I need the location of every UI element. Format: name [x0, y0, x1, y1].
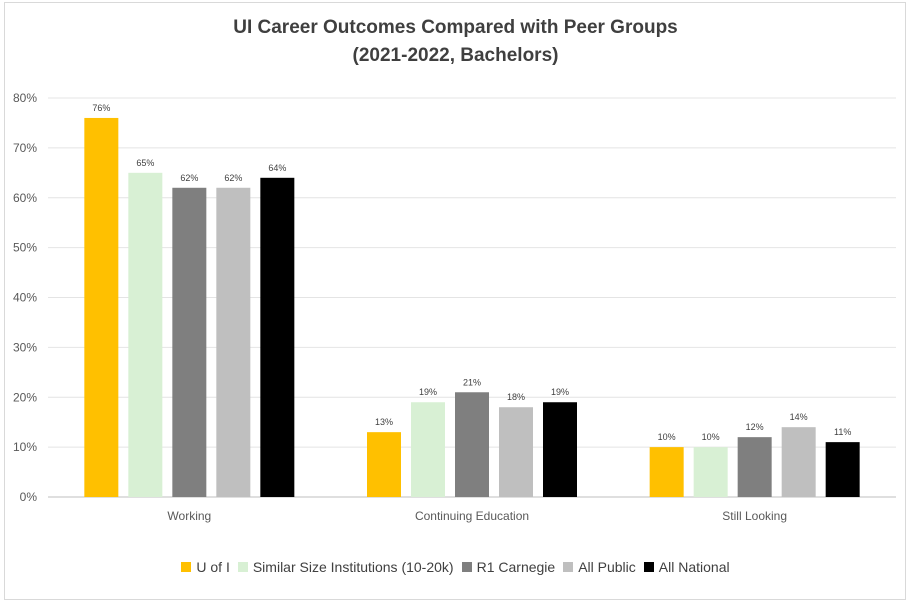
data-label: 18%	[507, 392, 525, 402]
y-tick-label: 10%	[13, 440, 37, 454]
legend-label: All National	[658, 559, 730, 575]
data-label: 12%	[746, 422, 764, 432]
data-label: 10%	[702, 432, 720, 442]
legend-item: Similar Size Institutions (10-20k)	[237, 559, 454, 575]
bar	[543, 402, 577, 497]
legend-swatch	[643, 562, 654, 572]
legend-item: All Public	[563, 559, 636, 575]
legend-swatch	[461, 562, 472, 572]
data-label: 62%	[180, 173, 198, 183]
legend-label: R1 Carnegie	[476, 559, 556, 575]
bar	[499, 407, 533, 497]
bar	[84, 117, 119, 497]
bar	[128, 172, 163, 497]
y-tick-label: 0%	[20, 490, 38, 504]
data-label: 14%	[790, 412, 808, 422]
bar	[411, 402, 445, 497]
bar	[216, 187, 251, 497]
y-tick-label: 40%	[13, 291, 37, 305]
chart-legend: U of I Similar Size Institutions (10-20k)…	[0, 559, 911, 575]
y-tick-label: 70%	[13, 141, 37, 155]
legend-swatch	[181, 562, 192, 572]
data-label: 21%	[463, 377, 481, 387]
data-label: 11%	[834, 427, 851, 437]
y-tick-label: 60%	[13, 191, 37, 205]
data-label: 13%	[375, 417, 393, 427]
legend-label: U of I	[196, 559, 230, 575]
y-tick-label: 20%	[13, 390, 37, 404]
bar	[737, 437, 772, 497]
bar	[455, 392, 489, 497]
bar	[260, 177, 295, 498]
chart-subtitle: (2021-2022, Bachelors)	[352, 45, 559, 66]
legend-label: Similar Size Institutions (10-20k)	[252, 559, 454, 575]
data-label: 10%	[658, 432, 676, 442]
y-tick-label: 80%	[13, 91, 37, 105]
data-label: 65%	[136, 158, 154, 168]
bar	[781, 427, 816, 497]
y-tick-label: 50%	[13, 241, 37, 255]
data-label: 19%	[419, 387, 437, 397]
data-label: 76%	[92, 103, 110, 113]
data-label: 19%	[551, 387, 569, 397]
legend-swatch	[237, 562, 248, 572]
bar	[825, 442, 860, 497]
data-label: 64%	[268, 163, 286, 173]
legend-label: All Public	[578, 559, 636, 575]
x-tick-label: Still Looking	[722, 509, 787, 523]
legend-item: R1 Carnegie	[461, 559, 556, 575]
x-tick-label: Working	[167, 509, 211, 523]
data-label: 62%	[224, 173, 242, 183]
chart-title: UI Career Outcomes Compared with Peer Gr…	[233, 17, 678, 38]
x-tick-label: Continuing Education	[415, 509, 529, 523]
y-tick-label: 30%	[13, 340, 37, 354]
legend-item: All National	[643, 559, 730, 575]
legend-item: U of I	[181, 559, 230, 575]
legend-swatch	[563, 562, 574, 572]
bar	[172, 187, 207, 497]
bar	[649, 447, 684, 497]
bar	[367, 432, 401, 497]
bar	[693, 447, 728, 497]
